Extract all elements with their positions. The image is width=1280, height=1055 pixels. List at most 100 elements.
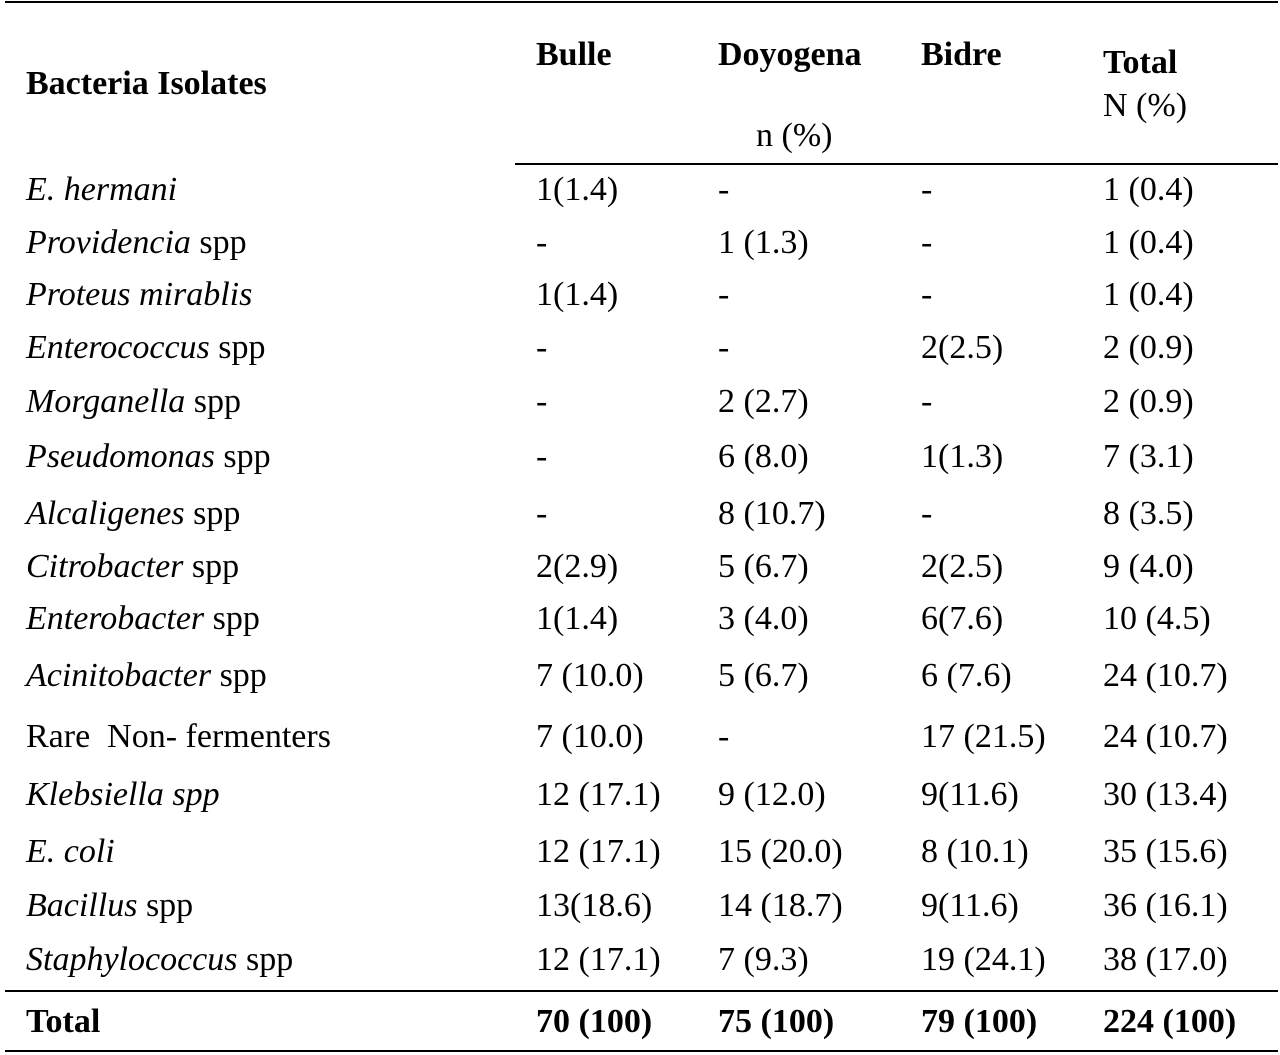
isolate-genus: Morganella bbox=[26, 383, 186, 420]
row-isolate-name: Morganella spp bbox=[26, 382, 241, 422]
row-cell-total: 9 (4.0) bbox=[1103, 548, 1194, 585]
row-cell-total: 24 (10.7) bbox=[1103, 657, 1228, 694]
row-cell-doyogena: 3 (4.0) bbox=[718, 600, 809, 637]
row-cell-bidre: 1(1.3) bbox=[921, 438, 1004, 475]
row-isolate-name: Citrobacter spp bbox=[26, 547, 239, 587]
row-cell-bidre: 9(11.6) bbox=[921, 887, 1019, 924]
row-cell-doyogena: - bbox=[718, 329, 730, 366]
isolate-genus: Acinitobacter bbox=[26, 657, 212, 694]
row-cell-bidre: 6(7.6) bbox=[921, 600, 1004, 637]
header-total-unit: N (%) bbox=[1103, 87, 1188, 124]
isolate-genus: Providencia bbox=[26, 224, 191, 261]
row-cell-bulle: 1(1.4) bbox=[536, 171, 619, 208]
row-cell-bidre: 17 (21.5) bbox=[921, 718, 1046, 755]
row-isolate-name: Bacillus spp bbox=[26, 886, 193, 926]
row-cell-total: 8 (3.5) bbox=[1103, 495, 1194, 532]
total-row-bulle: 70 (100) bbox=[536, 1003, 653, 1040]
row-cell-total: 38 (17.0) bbox=[1103, 941, 1228, 978]
row-isolate-name: E. hermani bbox=[26, 170, 177, 210]
isolate-genus: Staphylococcus bbox=[26, 941, 238, 978]
row-cell-bidre: 9(11.6) bbox=[921, 776, 1019, 813]
isolate-genus: Enterobacter bbox=[26, 600, 205, 637]
table-top-rule bbox=[5, 1, 1278, 3]
row-cell-bulle: - bbox=[536, 495, 548, 532]
header-site-unit: n (%) bbox=[756, 117, 833, 154]
isolate-suffix: spp bbox=[204, 600, 260, 637]
row-isolate-name: Staphylococcus spp bbox=[26, 940, 293, 980]
row-cell-doyogena: 6 (8.0) bbox=[718, 438, 809, 475]
row-cell-doyogena: 8 (10.7) bbox=[718, 495, 826, 532]
isolate-genus: Alcaligenes bbox=[26, 495, 185, 532]
isolate-suffix: spp bbox=[214, 438, 271, 475]
row-cell-total: 1 (0.4) bbox=[1103, 276, 1194, 313]
row-cell-bulle: 12 (17.1) bbox=[536, 941, 661, 978]
total-top-rule bbox=[5, 990, 1278, 992]
row-cell-doyogena: 9 (12.0) bbox=[718, 776, 826, 813]
row-cell-bidre: 6 (7.6) bbox=[921, 657, 1012, 694]
row-isolate-name: Providencia spp bbox=[26, 223, 247, 263]
isolate-genus: Klebsiella spp bbox=[26, 776, 220, 813]
row-cell-total: 36 (16.1) bbox=[1103, 887, 1228, 924]
isolate-suffix: spp bbox=[184, 495, 241, 532]
row-cell-bulle: - bbox=[536, 329, 548, 366]
isolate-genus: E. coli bbox=[26, 833, 115, 870]
row-cell-doyogena: - bbox=[718, 276, 730, 313]
isolate-suffix: spp bbox=[211, 657, 267, 694]
header-bacteria-isolates: Bacteria Isolates bbox=[26, 65, 267, 102]
row-cell-bulle: - bbox=[536, 224, 548, 261]
row-isolate-name: Pseudomonas spp bbox=[26, 437, 271, 477]
row-cell-total: 1 (0.4) bbox=[1103, 171, 1194, 208]
header-total: Total bbox=[1103, 44, 1178, 81]
row-cell-total: 10 (4.5) bbox=[1103, 600, 1211, 637]
row-cell-bulle: 12 (17.1) bbox=[536, 776, 661, 813]
isolate-genus: Bacillus bbox=[26, 887, 138, 924]
row-isolate-name: Rare Non- fermenters bbox=[26, 717, 331, 757]
row-cell-bidre: - bbox=[921, 171, 933, 208]
total-row-doyogena: 75 (100) bbox=[718, 1003, 835, 1040]
row-cell-doyogena: - bbox=[718, 171, 730, 208]
row-isolate-name: Klebsiella spp bbox=[26, 775, 220, 815]
row-cell-doyogena: 5 (6.7) bbox=[718, 548, 809, 585]
header-bidre: Bidre bbox=[921, 36, 1002, 73]
row-cell-doyogena: 14 (18.7) bbox=[718, 887, 843, 924]
row-cell-total: 30 (13.4) bbox=[1103, 776, 1228, 813]
row-cell-bulle: - bbox=[536, 383, 548, 420]
total-row-bidre: 79 (100) bbox=[921, 1003, 1038, 1040]
row-isolate-name: Proteus mirablis bbox=[26, 275, 252, 315]
row-isolate-name: Enterococcus spp bbox=[26, 328, 266, 368]
row-isolate-name: Alcaligenes spp bbox=[26, 494, 240, 534]
row-cell-doyogena: 1 (1.3) bbox=[718, 224, 809, 261]
row-cell-doyogena: - bbox=[718, 718, 730, 755]
row-cell-bulle: 13(18.6) bbox=[536, 887, 653, 924]
row-cell-total: 35 (15.6) bbox=[1103, 833, 1228, 870]
row-cell-bulle: 1(1.4) bbox=[536, 600, 619, 637]
row-cell-doyogena: 7 (9.3) bbox=[718, 941, 809, 978]
row-isolate-name: Enterobacter spp bbox=[26, 599, 260, 639]
header-doyogena: Doyogena bbox=[718, 36, 862, 73]
row-cell-bidre: - bbox=[921, 495, 933, 532]
row-cell-total: 24 (10.7) bbox=[1103, 718, 1228, 755]
row-cell-bidre: - bbox=[921, 276, 933, 313]
row-cell-bulle: 7 (10.0) bbox=[536, 718, 644, 755]
total-row-total: 224 (100) bbox=[1103, 1003, 1237, 1040]
row-cell-bidre: 2(2.5) bbox=[921, 548, 1004, 585]
row-cell-bulle: 12 (17.1) bbox=[536, 833, 661, 870]
total-row-label: Total bbox=[26, 1003, 101, 1040]
row-cell-total: 2 (0.9) bbox=[1103, 329, 1194, 366]
isolate-genus: E. hermani bbox=[26, 171, 178, 208]
row-cell-total: 2 (0.9) bbox=[1103, 383, 1194, 420]
row-cell-bidre: - bbox=[921, 224, 933, 261]
row-cell-bidre: 19 (24.1) bbox=[921, 941, 1046, 978]
isolate-genus: Enterococcus bbox=[26, 329, 210, 366]
header-sub-rule bbox=[515, 163, 1278, 165]
row-isolate-name: E. coli bbox=[26, 832, 115, 872]
isolate-suffix: spp bbox=[137, 887, 194, 924]
row-cell-bidre: 8 (10.1) bbox=[921, 833, 1029, 870]
isolate-suffix: spp bbox=[183, 548, 240, 585]
row-cell-total: 1 (0.4) bbox=[1103, 224, 1194, 261]
row-cell-bidre: 2(2.5) bbox=[921, 329, 1004, 366]
isolate-genus: Citrobacter bbox=[26, 548, 184, 585]
isolate-suffix: Rare Non- fermenters bbox=[26, 718, 331, 755]
row-cell-doyogena: 2 (2.7) bbox=[718, 383, 809, 420]
isolate-suffix: spp bbox=[237, 941, 294, 978]
